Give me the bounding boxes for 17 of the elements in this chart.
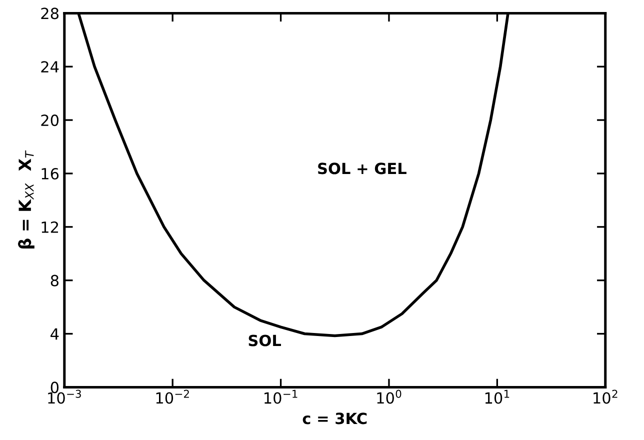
- y-tick-label: 0: [50, 382, 59, 394]
- x-tick-label: 10$^{−1}$: [264, 390, 298, 404]
- y-tick-label: 20: [41, 114, 59, 126]
- y-tick-label: 16: [42, 168, 59, 180]
- x-tick-label: 10$^{−2}$: [156, 390, 189, 404]
- x-tick-label: 10$^{1}$: [485, 390, 510, 404]
- x-axis-title: c = 3KC: [302, 412, 367, 424]
- y-tick-label: 4: [50, 328, 59, 340]
- x-tick-label: 10$^{0}$: [377, 390, 402, 404]
- y-axis-title: β = K$_{XX}$ X$_{T}$: [18, 150, 34, 248]
- y-tick-label: 12: [42, 221, 58, 233]
- annotation: SOL: [248, 334, 281, 346]
- annotation: SOL + GEL: [318, 162, 406, 174]
- y-tick-label: 8: [50, 274, 58, 286]
- x-tick-label: 10$^{2}$: [594, 390, 618, 404]
- y-tick-label: 24: [41, 61, 59, 72]
- y-tick-label: 28: [41, 8, 58, 20]
